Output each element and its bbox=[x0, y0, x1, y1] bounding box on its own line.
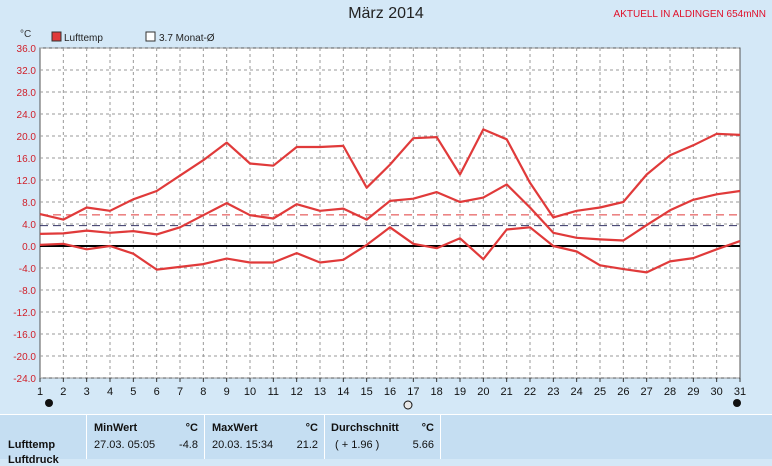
x-tick-label: 16 bbox=[384, 386, 396, 398]
x-tick-label: 12 bbox=[291, 386, 303, 398]
x-tick-label: 21 bbox=[501, 386, 513, 398]
y-tick-label: -24.0 bbox=[13, 374, 36, 385]
x-tick-label: 28 bbox=[664, 386, 676, 398]
y-tick-label: 16.0 bbox=[17, 154, 37, 165]
x-tick-label: 27 bbox=[641, 386, 653, 398]
x-axis-ticks: 1 2 3 4 5 6 7 8 9 10 11 12 13 14 15 16 17 18 19 20 21 22 23 24 2… bbox=[37, 378, 746, 398]
min-unit: °C bbox=[185, 422, 198, 434]
legend-lufttemp-swatch bbox=[51, 31, 62, 42]
min-time: 27.03. 05:05 bbox=[94, 439, 156, 451]
avg-unit: °C bbox=[421, 422, 434, 434]
chart-title: März 2014 bbox=[348, 5, 424, 22]
y-axis-ticks: 36.0 32.0 28.0 24.0 20.0 16.0 12.0 8.0 4.0 0.0 -4.… bbox=[13, 44, 36, 385]
y-tick-label: 24.0 bbox=[17, 110, 37, 121]
avg-header: Durchschnitt bbox=[331, 422, 399, 434]
x-tick-label: 13 bbox=[314, 386, 326, 398]
x-tick-label: 6 bbox=[154, 386, 160, 398]
min-header: MinWert bbox=[94, 422, 138, 434]
y-tick-label: 36.0 bbox=[17, 44, 37, 55]
temperature-chart: °C Lufttemp 3.7 Monat-Ø 36.032.028.024.0… bbox=[13, 29, 746, 410]
y-tick-label: 8.0 bbox=[22, 198, 36, 209]
full-moon-icon bbox=[403, 400, 413, 410]
stats-min-column: MinWert °C 27.03. 05:05 -4.8 bbox=[87, 415, 205, 459]
x-tick-label: 22 bbox=[524, 386, 536, 398]
min-value: -4.8 bbox=[179, 439, 198, 451]
reference-lines bbox=[40, 214, 740, 247]
x-tick-label: 11 bbox=[268, 386, 279, 398]
y-tick-label: 12.0 bbox=[17, 176, 37, 187]
x-tick-label: 2 bbox=[60, 386, 66, 398]
x-tick-label: 17 bbox=[407, 386, 419, 398]
x-tick-label: 19 bbox=[454, 386, 466, 398]
x-tick-label: 24 bbox=[571, 386, 583, 398]
y-tick-label: -4.0 bbox=[19, 264, 37, 275]
y-tick-label: -20.0 bbox=[13, 352, 36, 363]
max-value: 21.2 bbox=[296, 439, 318, 451]
series-lines bbox=[39, 128, 741, 274]
x-tick-label: 1 bbox=[37, 386, 43, 398]
grid bbox=[40, 47, 740, 379]
y-tick-label: 4.0 bbox=[22, 220, 36, 231]
y-tick-label: 28.0 bbox=[17, 88, 37, 99]
new-moon-icon bbox=[733, 399, 741, 407]
stats-row-label: Lufttemp bbox=[8, 439, 56, 451]
stats-label-column: Lufttemp Luftdruck bbox=[0, 415, 87, 466]
avg-value: 5.66 bbox=[412, 439, 434, 451]
avg-delta: ( + 1.96 ) bbox=[335, 439, 380, 451]
x-tick-label: 20 bbox=[477, 386, 489, 398]
series-mean-line bbox=[39, 183, 741, 242]
y-tick-label: -16.0 bbox=[13, 330, 36, 341]
series-max-line bbox=[39, 128, 741, 221]
legend-lufttemp-label: Lufttemp bbox=[64, 33, 103, 44]
y-tick-label: 32.0 bbox=[17, 66, 37, 77]
x-tick-label: 4 bbox=[107, 386, 113, 398]
x-tick-label: 25 bbox=[594, 386, 606, 398]
max-time: 20.03. 15:34 bbox=[212, 439, 274, 451]
x-tick-label: 29 bbox=[687, 386, 699, 398]
legend-average-label: 3.7 Monat-Ø bbox=[159, 33, 215, 44]
x-tick-label: 30 bbox=[711, 386, 723, 398]
y-tick-label: -8.0 bbox=[19, 286, 37, 297]
station-label: AKTUELL IN ALDINGEN 654mNN bbox=[613, 9, 766, 20]
x-tick-label: 7 bbox=[177, 386, 183, 398]
legend: Lufttemp 3.7 Monat-Ø bbox=[51, 31, 215, 44]
y-tick-label: 20.0 bbox=[17, 132, 37, 143]
max-header: MaxWert bbox=[212, 422, 258, 434]
stats-row-label-next: Luftdruck bbox=[8, 454, 59, 466]
x-tick-label: 9 bbox=[224, 386, 230, 398]
y-tick-label: -12.0 bbox=[13, 308, 36, 319]
y-axis-unit: °C bbox=[20, 29, 31, 40]
new-moon-icon bbox=[45, 399, 53, 407]
x-tick-label: 23 bbox=[547, 386, 559, 398]
max-unit: °C bbox=[305, 422, 318, 434]
stats-avg-column: Durchschnitt °C ( + 1.96 ) 5.66 bbox=[325, 415, 441, 459]
x-tick-label: 10 bbox=[244, 386, 256, 398]
y-tick-label: 0.0 bbox=[22, 242, 36, 253]
series-min-line bbox=[39, 226, 741, 274]
x-tick-label: 14 bbox=[337, 386, 349, 398]
x-tick-label: 3 bbox=[84, 386, 90, 398]
x-tick-label: 26 bbox=[617, 386, 629, 398]
stats-max-column: MaxWert °C 20.03. 15:34 21.2 bbox=[205, 415, 325, 459]
x-tick-label: 5 bbox=[130, 386, 136, 398]
x-tick-label: 18 bbox=[431, 386, 443, 398]
legend-average-swatch bbox=[145, 31, 156, 42]
x-tick-label: 15 bbox=[361, 386, 373, 398]
x-tick-label: 31 bbox=[734, 386, 746, 398]
x-tick-label: 8 bbox=[200, 386, 206, 398]
stats-panel: Lufttemp Luftdruck MinWert °C 27.03. 05:… bbox=[0, 414, 772, 466]
